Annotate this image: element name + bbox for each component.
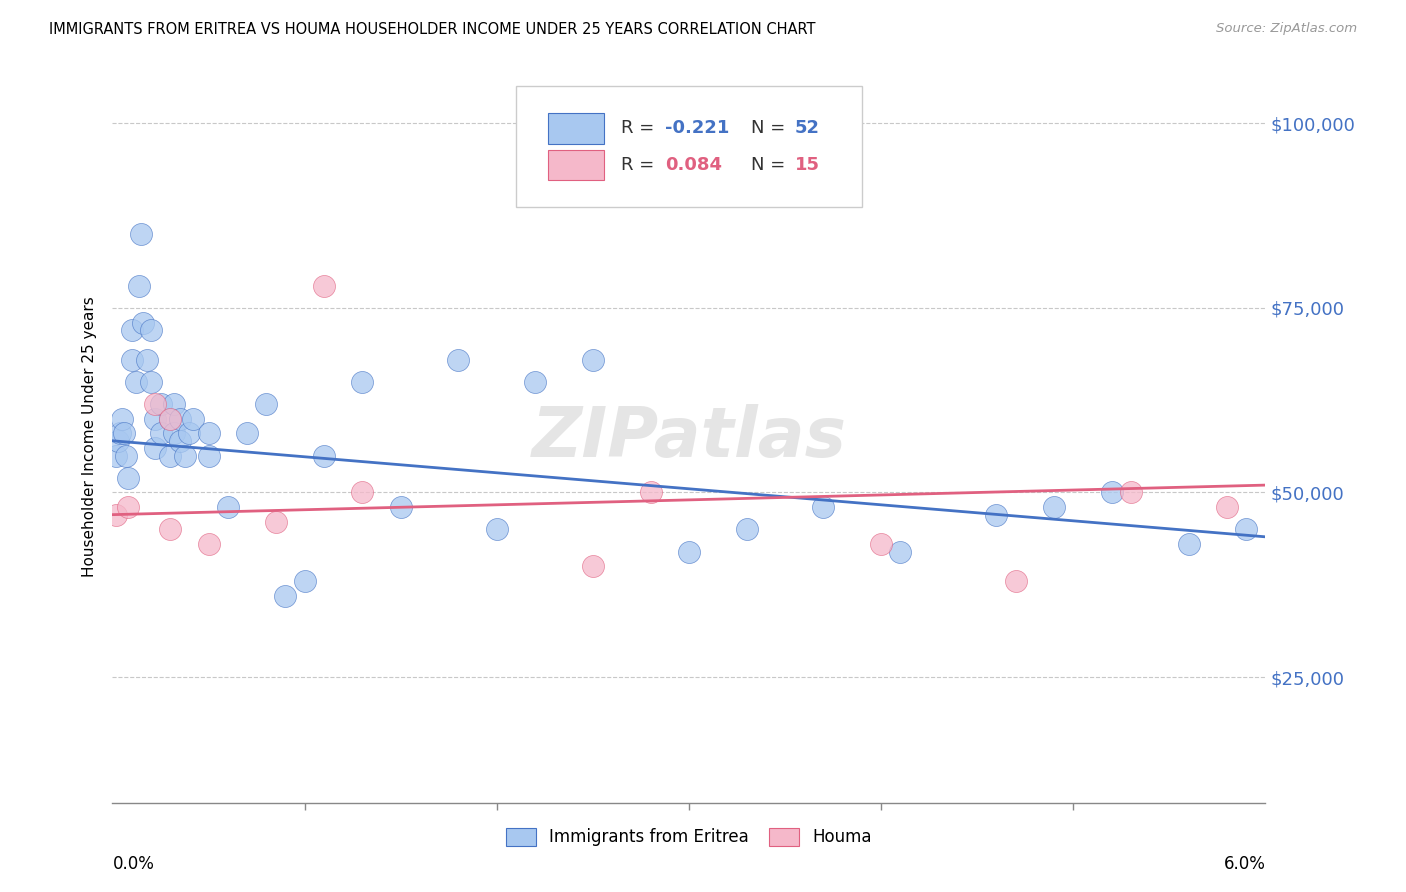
Point [678, 544, 700, 558]
Point [174, 449, 197, 463]
Point [132, 316, 155, 330]
Point [121, 352, 143, 367]
Point [352, 485, 374, 500]
Point [117, 500, 139, 515]
Y-axis label: Householder Income Under 25 years: Householder Income Under 25 years [82, 297, 97, 577]
Text: 0.084: 0.084 [665, 156, 721, 174]
Point [1101, 485, 1123, 500]
Point [870, 537, 893, 551]
Point [524, 375, 547, 389]
Point [139, 375, 162, 389]
Point [640, 485, 662, 500]
FancyBboxPatch shape [548, 113, 603, 144]
Text: IMMIGRANTS FROM ERITREA VS HOUMA HOUSEHOLDER INCOME UNDER 25 YEARS CORRELATION C: IMMIGRANTS FROM ERITREA VS HOUMA HOUSEHO… [49, 22, 815, 37]
Text: 15: 15 [794, 156, 820, 174]
Point [159, 523, 181, 537]
Point [108, 426, 131, 441]
Point [128, 278, 150, 293]
Point [115, 449, 138, 463]
Point [163, 397, 186, 411]
Point [197, 537, 219, 551]
Point [312, 449, 335, 463]
Point [107, 434, 129, 448]
Legend: Immigrants from Eritrea, Houma: Immigrants from Eritrea, Houma [499, 821, 879, 853]
Point [111, 411, 134, 425]
Point [264, 515, 287, 529]
Point [169, 411, 191, 425]
Text: -0.221: -0.221 [665, 120, 730, 137]
Text: ZIPatlas: ZIPatlas [531, 403, 846, 471]
Point [217, 500, 239, 515]
Point [254, 397, 277, 411]
Text: R =: R = [621, 120, 654, 137]
Point [1216, 500, 1239, 515]
Point [582, 559, 605, 574]
Point [143, 397, 166, 411]
Text: N =: N = [751, 120, 786, 137]
Point [143, 411, 166, 425]
Text: 52: 52 [794, 120, 820, 137]
Point [986, 508, 1008, 522]
Point [143, 441, 166, 455]
Point [1004, 574, 1026, 589]
Point [105, 508, 128, 522]
Point [389, 500, 412, 515]
Point [582, 352, 605, 367]
Point [813, 500, 835, 515]
Text: 0.0%: 0.0% [112, 855, 155, 872]
Point [294, 574, 316, 589]
Point [889, 544, 911, 558]
Point [485, 523, 508, 537]
Point [447, 352, 470, 367]
Point [352, 375, 374, 389]
Point [274, 589, 297, 603]
Point [1043, 500, 1066, 515]
Point [129, 227, 153, 241]
Point [179, 426, 201, 441]
Point [181, 411, 204, 425]
Point [149, 426, 172, 441]
Point [105, 449, 128, 463]
FancyBboxPatch shape [516, 86, 862, 207]
Point [149, 397, 172, 411]
Point [159, 449, 181, 463]
Point [124, 375, 146, 389]
Point [735, 523, 758, 537]
Text: 6.0%: 6.0% [1223, 855, 1265, 872]
Point [236, 426, 259, 441]
Point [121, 323, 143, 337]
Point [1234, 523, 1257, 537]
FancyBboxPatch shape [548, 150, 603, 180]
Point [197, 426, 219, 441]
Point [139, 323, 162, 337]
Point [312, 278, 335, 293]
Point [1119, 485, 1142, 500]
Point [1177, 537, 1199, 551]
Point [112, 426, 135, 441]
Text: R =: R = [621, 156, 654, 174]
Point [159, 411, 181, 425]
Text: N =: N = [751, 156, 786, 174]
Point [197, 449, 219, 463]
Point [169, 434, 191, 448]
Point [159, 411, 181, 425]
Text: Source: ZipAtlas.com: Source: ZipAtlas.com [1216, 22, 1357, 36]
Point [136, 352, 159, 367]
Point [163, 426, 186, 441]
Point [117, 471, 139, 485]
